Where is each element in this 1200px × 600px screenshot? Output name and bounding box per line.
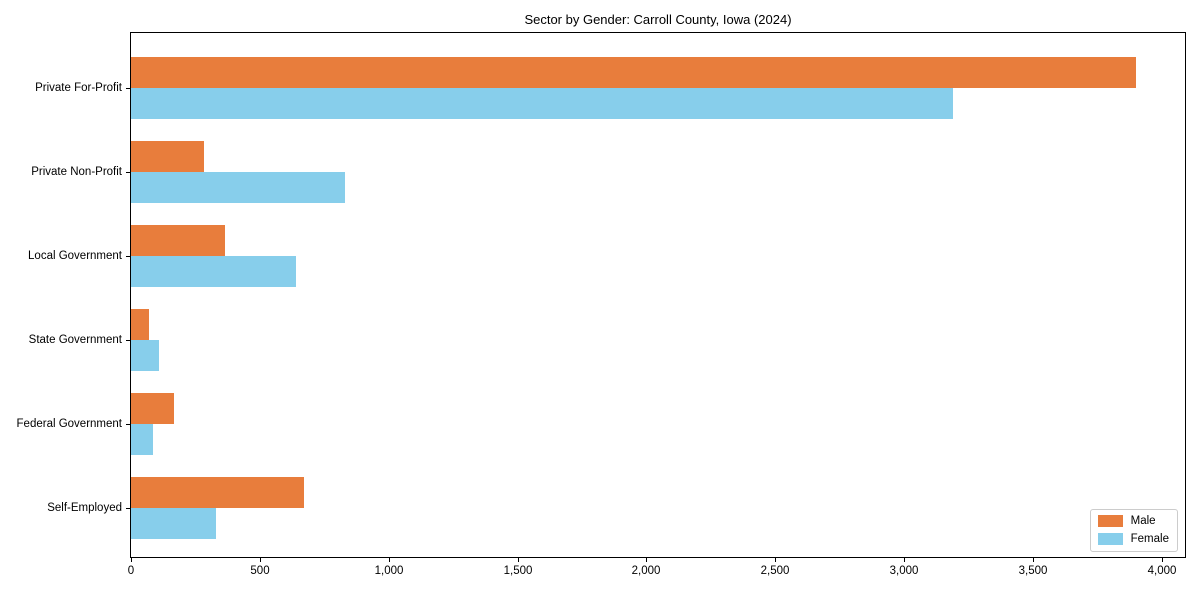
x-tick (518, 558, 519, 562)
x-tick-label: 0 (127, 565, 135, 577)
x-tick (904, 558, 905, 562)
x-tick-label: 500 (250, 565, 270, 577)
y-tick-label: Self-Employed (47, 502, 122, 514)
bar-female-3 (131, 340, 159, 371)
y-tick (126, 340, 130, 341)
bar-male-2 (131, 225, 225, 256)
legend-swatch-male (1097, 515, 1123, 527)
bar-male-3 (131, 309, 149, 340)
bar-male-0 (131, 57, 1136, 88)
chart-title: Sector by Gender: Carroll County, Iowa (… (524, 12, 792, 27)
y-tick-label: Private Non-Profit (31, 166, 122, 178)
y-tick-label: Private For-Profit (35, 82, 122, 94)
y-tick (126, 256, 130, 257)
bar-female-1 (131, 172, 345, 203)
y-tick-label: Federal Government (16, 418, 122, 430)
x-tick (131, 558, 132, 562)
x-tick-label: 1,000 (374, 565, 404, 577)
x-tick (646, 558, 647, 562)
bar-female-4 (131, 424, 153, 455)
x-tick (260, 558, 261, 562)
bar-male-5 (131, 477, 304, 508)
x-tick (389, 558, 390, 562)
y-tick-label: State Government (28, 334, 122, 346)
x-tick (1033, 558, 1034, 562)
x-tick-label: 1,500 (503, 565, 533, 577)
bar-male-4 (131, 393, 174, 424)
legend-item-male: Male (1097, 515, 1169, 527)
x-tick-label: 2,000 (631, 565, 661, 577)
x-tick (1162, 558, 1163, 562)
bar-female-5 (131, 508, 216, 539)
y-tick (126, 88, 130, 89)
bar-male-1 (131, 141, 204, 172)
x-tick (775, 558, 776, 562)
y-tick-label: Local Government (28, 250, 122, 262)
legend: Male Female (1089, 509, 1178, 552)
legend-swatch-female (1097, 533, 1123, 545)
y-tick (126, 508, 130, 509)
plot-area: Male Female (130, 32, 1186, 558)
y-tick (126, 424, 130, 425)
legend-label-female: Female (1130, 533, 1169, 545)
bar-female-0 (131, 88, 953, 119)
x-tick-label: 3,500 (1018, 565, 1048, 577)
bar-female-2 (131, 256, 296, 287)
y-tick (126, 172, 130, 173)
x-tick-label: 3,000 (889, 565, 919, 577)
x-tick-label: 4,000 (1147, 565, 1177, 577)
x-tick-label: 2,500 (760, 565, 790, 577)
legend-item-female: Female (1097, 533, 1169, 545)
legend-label-male: Male (1130, 515, 1156, 527)
